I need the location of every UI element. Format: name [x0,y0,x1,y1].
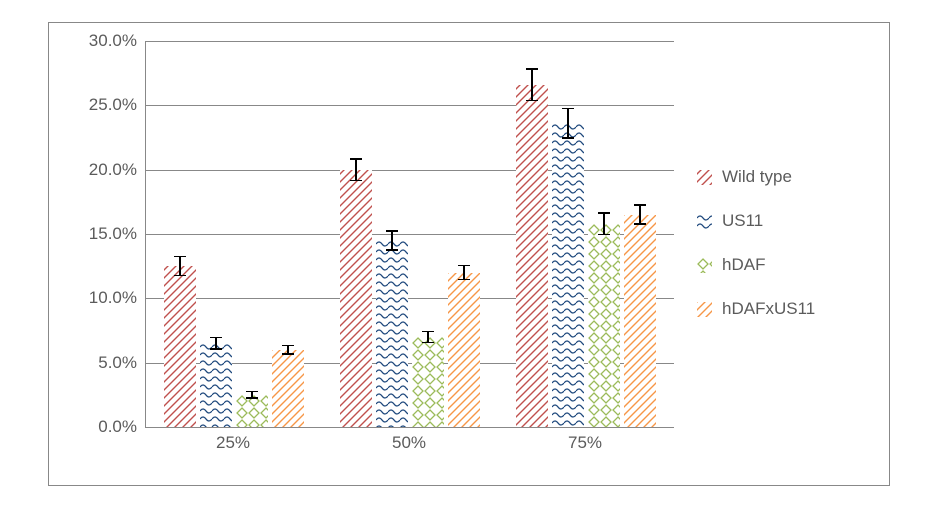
error-bar [391,230,393,251]
y-tick-label: 20.0% [49,160,137,180]
y-tick-label: 0.0% [49,417,137,437]
legend-swatch [697,214,712,229]
bar-hdafxus11 [624,215,656,427]
gridline [146,170,674,171]
bar-hdaf [236,395,268,427]
legend-label: US11 [722,211,763,231]
bar-hdaf [412,337,444,427]
legend-label: Wild type [722,167,792,187]
bar-us11 [376,240,408,427]
legend-label: hDAF [722,255,765,275]
gridline [146,41,674,42]
x-tick-label: 75% [568,433,602,453]
bar-hdaf [588,224,620,427]
error-bar [215,337,217,350]
bar-wild [340,170,372,427]
error-bar [567,108,569,139]
legend-item-hdafxus11: hDAFxUS11 [697,287,815,331]
bar-us11 [552,123,584,427]
gridline [146,105,674,106]
error-bar [639,204,641,225]
error-bar [251,391,253,399]
chart-frame: Wild type US11 hDAF hDAFxUS11 0.0% 5.0% 10.0%… [48,22,890,486]
error-bar [463,265,465,280]
bar-hdafxus11 [272,350,304,427]
error-bar [287,345,289,355]
legend-item-wild: Wild type [697,155,815,199]
legend-swatch [697,170,712,185]
y-tick-label: 5.0% [49,353,137,373]
error-bar [179,256,181,277]
legend-swatch [697,302,712,317]
y-tick-label: 10.0% [49,288,137,308]
legend-label: hDAFxUS11 [722,299,815,319]
x-tick-label: 25% [216,433,250,453]
bar-hdafxus11 [448,273,480,427]
error-bar [603,212,605,235]
error-bar [427,331,429,344]
legend-item-hdaf: hDAF [697,243,815,287]
y-tick-label: 25.0% [49,95,137,115]
y-tick-label: 15.0% [49,224,137,244]
error-bar [531,68,533,101]
legend-item-us11: US11 [697,199,815,243]
plot-area [145,41,674,428]
bar-us11 [200,343,232,427]
legend: Wild type US11 hDAF hDAFxUS11 [697,155,815,331]
x-tick-label: 50% [392,433,426,453]
y-tick-label: 30.0% [49,31,137,51]
error-bar [355,158,357,181]
bar-wild [164,266,196,427]
bar-wild [516,85,548,427]
legend-swatch [697,258,712,273]
